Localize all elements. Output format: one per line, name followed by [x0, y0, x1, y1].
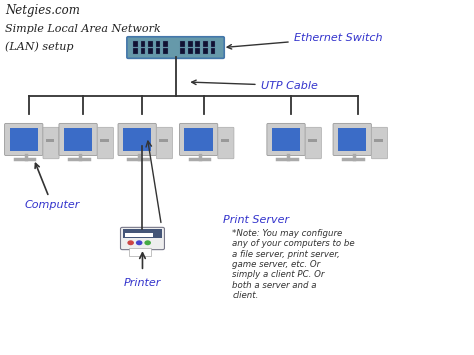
- FancyBboxPatch shape: [120, 227, 164, 250]
- Bar: [195, 41, 200, 47]
- FancyBboxPatch shape: [5, 124, 43, 155]
- Bar: [148, 41, 153, 47]
- Circle shape: [145, 240, 151, 245]
- Bar: [156, 48, 160, 54]
- Bar: [148, 48, 153, 54]
- Bar: [180, 48, 185, 54]
- Text: Print Server: Print Server: [223, 215, 289, 225]
- FancyBboxPatch shape: [127, 37, 224, 58]
- FancyBboxPatch shape: [333, 124, 371, 155]
- FancyBboxPatch shape: [305, 127, 321, 159]
- FancyBboxPatch shape: [267, 124, 305, 155]
- FancyBboxPatch shape: [118, 124, 156, 155]
- FancyBboxPatch shape: [218, 127, 234, 159]
- Bar: [141, 48, 146, 54]
- FancyBboxPatch shape: [43, 127, 59, 159]
- Bar: [9, 127, 38, 151]
- Bar: [308, 139, 317, 142]
- Bar: [156, 41, 160, 47]
- Bar: [133, 41, 138, 47]
- Bar: [188, 48, 192, 54]
- Bar: [374, 139, 383, 142]
- Bar: [163, 48, 168, 54]
- Bar: [129, 248, 151, 256]
- Bar: [221, 139, 229, 142]
- Circle shape: [136, 240, 143, 245]
- Bar: [338, 127, 366, 151]
- Bar: [203, 48, 208, 54]
- FancyBboxPatch shape: [156, 127, 173, 159]
- Bar: [188, 41, 192, 47]
- Text: *Note: You may configure
any of your computers to be
a file server, print server: *Note: You may configure any of your com…: [232, 229, 355, 300]
- Bar: [195, 48, 200, 54]
- Bar: [125, 233, 154, 236]
- Bar: [100, 139, 109, 142]
- Circle shape: [128, 240, 134, 245]
- Bar: [64, 127, 92, 151]
- Bar: [272, 127, 300, 151]
- Text: Netgies.com: Netgies.com: [5, 4, 80, 17]
- FancyBboxPatch shape: [372, 127, 388, 159]
- Bar: [180, 41, 185, 47]
- Text: UTP Cable: UTP Cable: [191, 80, 318, 91]
- Bar: [184, 127, 213, 151]
- FancyBboxPatch shape: [97, 127, 113, 159]
- Text: Computer: Computer: [24, 163, 80, 210]
- Bar: [123, 229, 162, 237]
- Text: (LAN) setup: (LAN) setup: [5, 42, 74, 52]
- Bar: [123, 127, 151, 151]
- Bar: [46, 139, 55, 142]
- Bar: [141, 41, 146, 47]
- Bar: [210, 48, 215, 54]
- Text: Simple Local Area Network: Simple Local Area Network: [5, 24, 161, 34]
- Bar: [133, 48, 138, 54]
- FancyBboxPatch shape: [59, 124, 97, 155]
- Bar: [203, 41, 208, 47]
- Bar: [210, 41, 215, 47]
- Text: Ethernet Switch: Ethernet Switch: [227, 33, 382, 49]
- Bar: [159, 139, 168, 142]
- Bar: [163, 41, 168, 47]
- Text: Printer: Printer: [124, 278, 161, 288]
- FancyBboxPatch shape: [180, 124, 218, 155]
